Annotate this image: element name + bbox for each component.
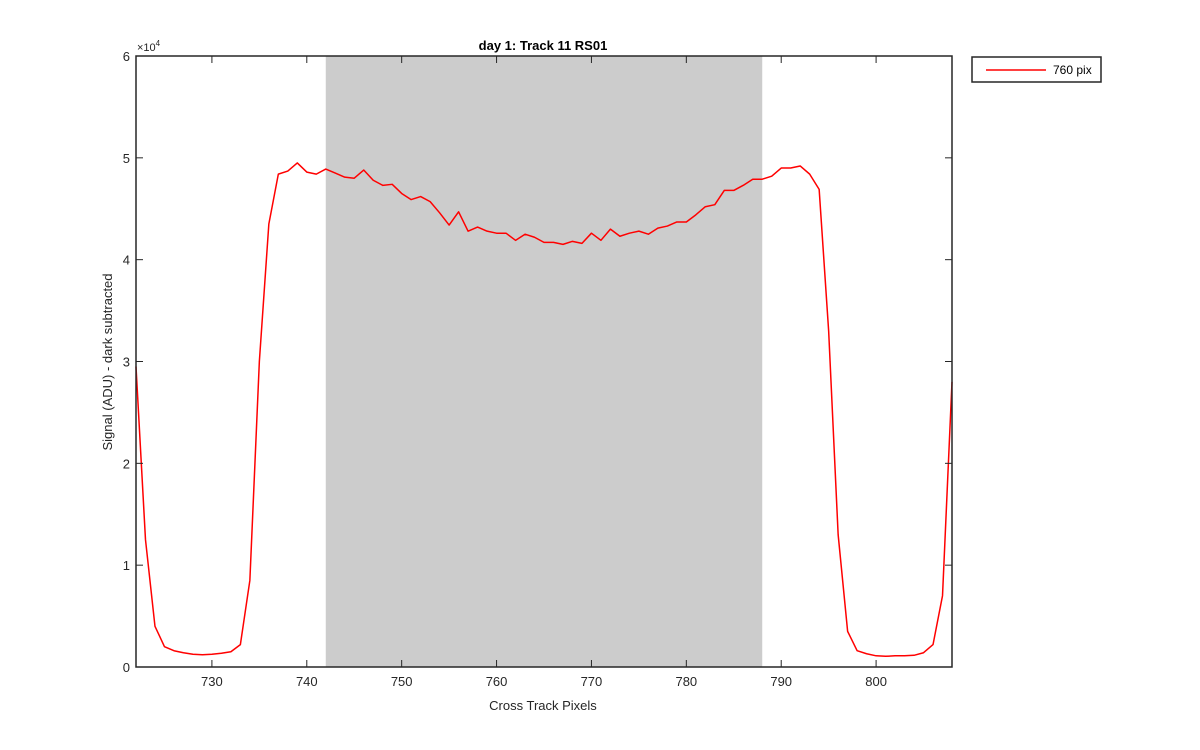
x-tick-label: 740 [296,674,318,689]
y-tick-label: 6 [123,49,130,64]
legend-label-760-pix: 760 pix [1053,63,1092,77]
x-tick-label: 800 [865,674,887,689]
y-tick-label: 1 [123,558,130,573]
shaded-region-layer [325,56,763,667]
x-axis-label: Cross Track Pixels [489,698,597,713]
chart-title: day 1: Track 11 RS01 [479,38,608,53]
x-tick-label: 790 [770,674,792,689]
y-exponent-power: 4 [156,39,161,48]
y-tick-label: 0 [123,660,130,675]
y-exponent-label: ×104 [137,39,161,54]
legend: 760 pix [971,56,1102,83]
x-tick-label: 760 [486,674,508,689]
x-tick-label: 750 [391,674,413,689]
y-tick-label: 5 [123,151,130,166]
y-axis-label: Signal (ADU) - dark subtracted [100,273,115,450]
x-tick-label: 780 [675,674,697,689]
series-line-760-pix [135,162,953,658]
y-tick-label: 2 [123,456,130,471]
y-tick-label: 3 [123,355,130,370]
x-tick-label: 730 [201,674,223,689]
x-axis-ticks: 730 740 750 760 770 780 790 800 [201,56,887,689]
shaded-region [325,56,763,667]
x-tick-label: 770 [581,674,603,689]
y-tick-label: 4 [123,253,130,268]
y-axis-ticks: 0 1 2 3 4 5 6 [123,49,952,675]
series-layer [135,162,953,658]
